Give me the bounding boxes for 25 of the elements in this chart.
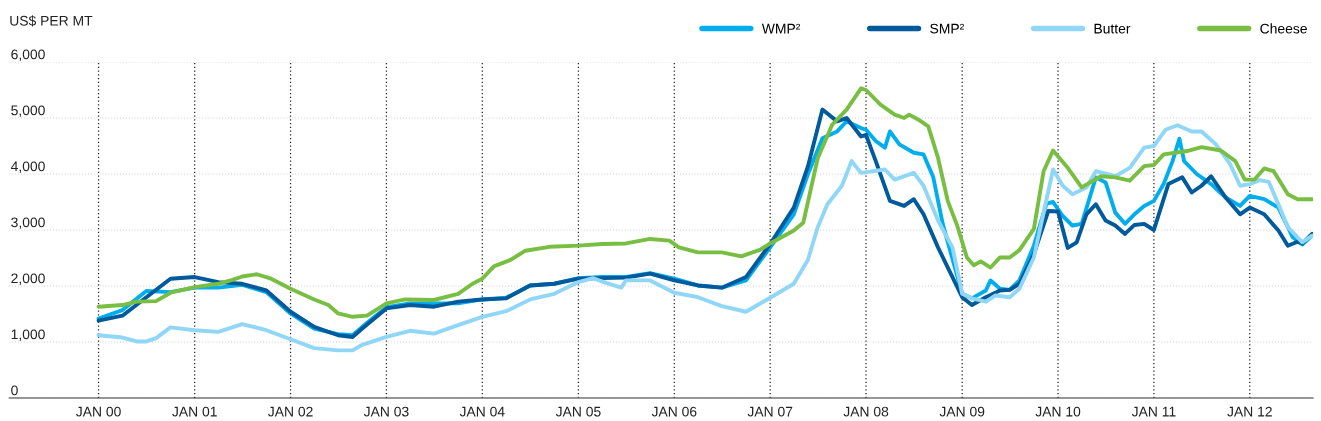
y-tick-label: 0: [11, 385, 18, 396]
x-tick-label: JAN 12: [1227, 406, 1272, 417]
y-tick-label: 6,000: [11, 49, 45, 61]
legend-label: WMP²: [761, 23, 801, 34]
x-tick-label: JAN 10: [1035, 406, 1081, 417]
y-tick-label: 1,000: [11, 329, 45, 341]
x-tick-label: JAN 05: [555, 406, 601, 417]
y-tick-label: 2,000: [11, 273, 45, 285]
x-tick-label: JAN 03: [363, 406, 409, 417]
x-tick-label: JAN 00: [75, 406, 121, 417]
x-tick-label: JAN 04: [459, 406, 505, 417]
y-tick-label: 3,000: [11, 217, 45, 229]
x-tick-label: JAN 02: [268, 406, 313, 417]
x-tick-label: JAN 11: [1131, 406, 1176, 417]
y-axis-title: US$ PER MT: [10, 15, 93, 27]
x-tick-label: JAN 06: [651, 406, 697, 417]
x-tick-label: JAN 07: [747, 406, 793, 417]
y-tick-label: 5,000: [11, 105, 45, 117]
legend-label: SMP²: [930, 23, 964, 34]
x-tick-label: JAN 01: [172, 406, 217, 417]
y-tick-label: 4,000: [10, 161, 45, 173]
legend-label: Cheese: [1260, 23, 1307, 34]
x-tick-label: JAN 08: [843, 406, 889, 417]
x-tick-label: JAN 09: [939, 406, 985, 417]
legend-label: Butter: [1094, 23, 1131, 34]
